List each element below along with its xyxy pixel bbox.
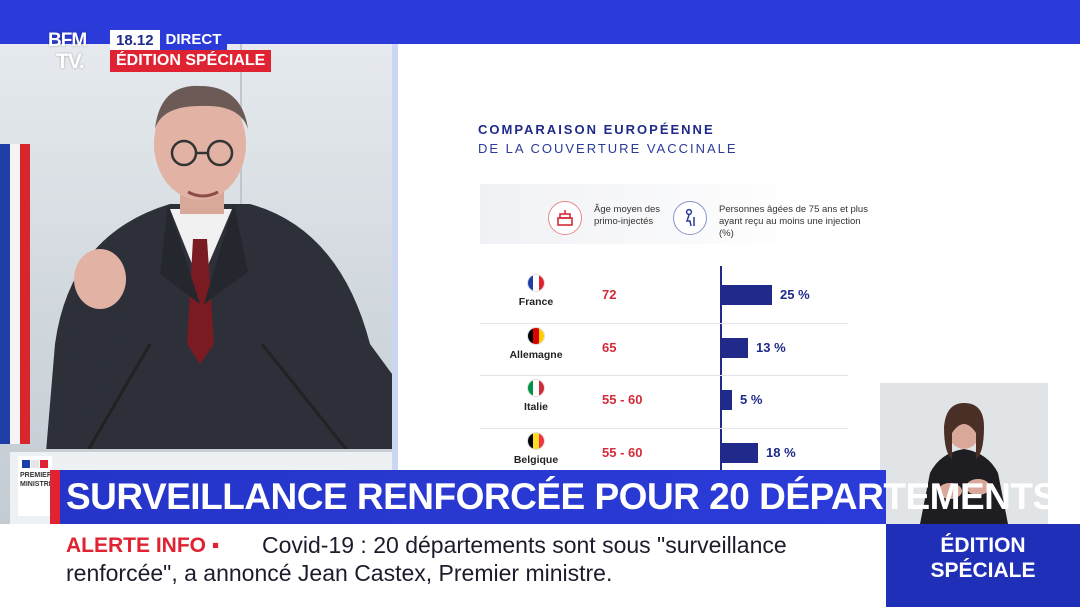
coverage-value: 25 % [780, 287, 810, 302]
coverage-bar [722, 285, 772, 305]
speaker-video: PREMIER MINISTRE [0, 44, 392, 524]
edition-speciale-corner: ÉDITION SPÉCIALE [886, 524, 1080, 607]
country-name: Allemagne [509, 348, 563, 361]
alert-info-label: ALERTE INFO ▪ [66, 534, 220, 557]
interpreter-figure [880, 383, 1048, 524]
elderly-person-icon [673, 201, 707, 235]
coverage-value: 5 % [740, 392, 763, 407]
flag-icon [527, 274, 545, 292]
row-divider [480, 375, 848, 376]
country-name: Italie [524, 401, 548, 413]
premier-ministre-logo: PREMIER MINISTRE [18, 456, 53, 516]
flag-icon [527, 431, 545, 450]
slide-edge [392, 44, 398, 524]
news-ticker: ALERTE INFO ▪ Covid-19 : 20 départements… [0, 524, 886, 607]
coverage-bar [722, 442, 758, 463]
speaker-figure [40, 85, 392, 524]
headline-banner: SURVEILLANCE RENFORCÉE POUR 20 DÉPARTEME… [50, 470, 1057, 524]
header-senior: Personnes âgées de 75 ans et plus ayant … [719, 204, 868, 239]
country-name: Belgique [513, 453, 559, 466]
bfmtv-logo: BFM TV. [48, 30, 87, 73]
vaccination-slide: COMPARAISON EUROPÉENNE DE LA COUVERTURE … [398, 44, 1080, 524]
coverage-bar [722, 337, 748, 358]
ticker-message-line2: renforcée", a annoncé Jean Castex, Premi… [66, 560, 613, 586]
flag-icon [527, 326, 545, 345]
headline-text: SURVEILLANCE RENFORCÉE POUR 20 DÉPARTEME… [66, 476, 1057, 517]
header-shade [480, 184, 810, 244]
country-name: France [518, 296, 554, 308]
bar-axis [720, 266, 722, 524]
sign-language-interpreter [880, 383, 1048, 524]
row-divider [480, 322, 848, 324]
live-time-badge: 18.12 DIRECT [110, 30, 228, 50]
coverage-value: 18 % [766, 444, 796, 460]
edition-speciale-badge: ÉDITION SPÉCIALE [110, 50, 272, 72]
coverage-value: 13 % [756, 339, 786, 355]
french-flag-drape [0, 144, 30, 444]
ticker-message-line1: Covid-19 : 20 départements sont sous "su… [262, 532, 787, 558]
clock-time: 18.12 [116, 31, 154, 49]
age-value: 55 - 60 [602, 392, 643, 407]
header-age: Âge moyen des primo-injectés [594, 204, 661, 227]
slide-subtitle: DE LA COUVERTURE VACCINALE [478, 141, 738, 156]
row-divider [480, 427, 848, 429]
birthday-cake-icon [548, 201, 582, 235]
age-value: 55 - 60 [602, 444, 643, 460]
age-value: 72 [602, 287, 617, 302]
age-value: 65 [602, 339, 617, 355]
flag-icon [527, 379, 545, 397]
live-label: DIRECT [159, 30, 228, 50]
slide-title: COMPARAISON EUROPÉENNE [478, 122, 715, 137]
coverage-bar [722, 390, 732, 410]
